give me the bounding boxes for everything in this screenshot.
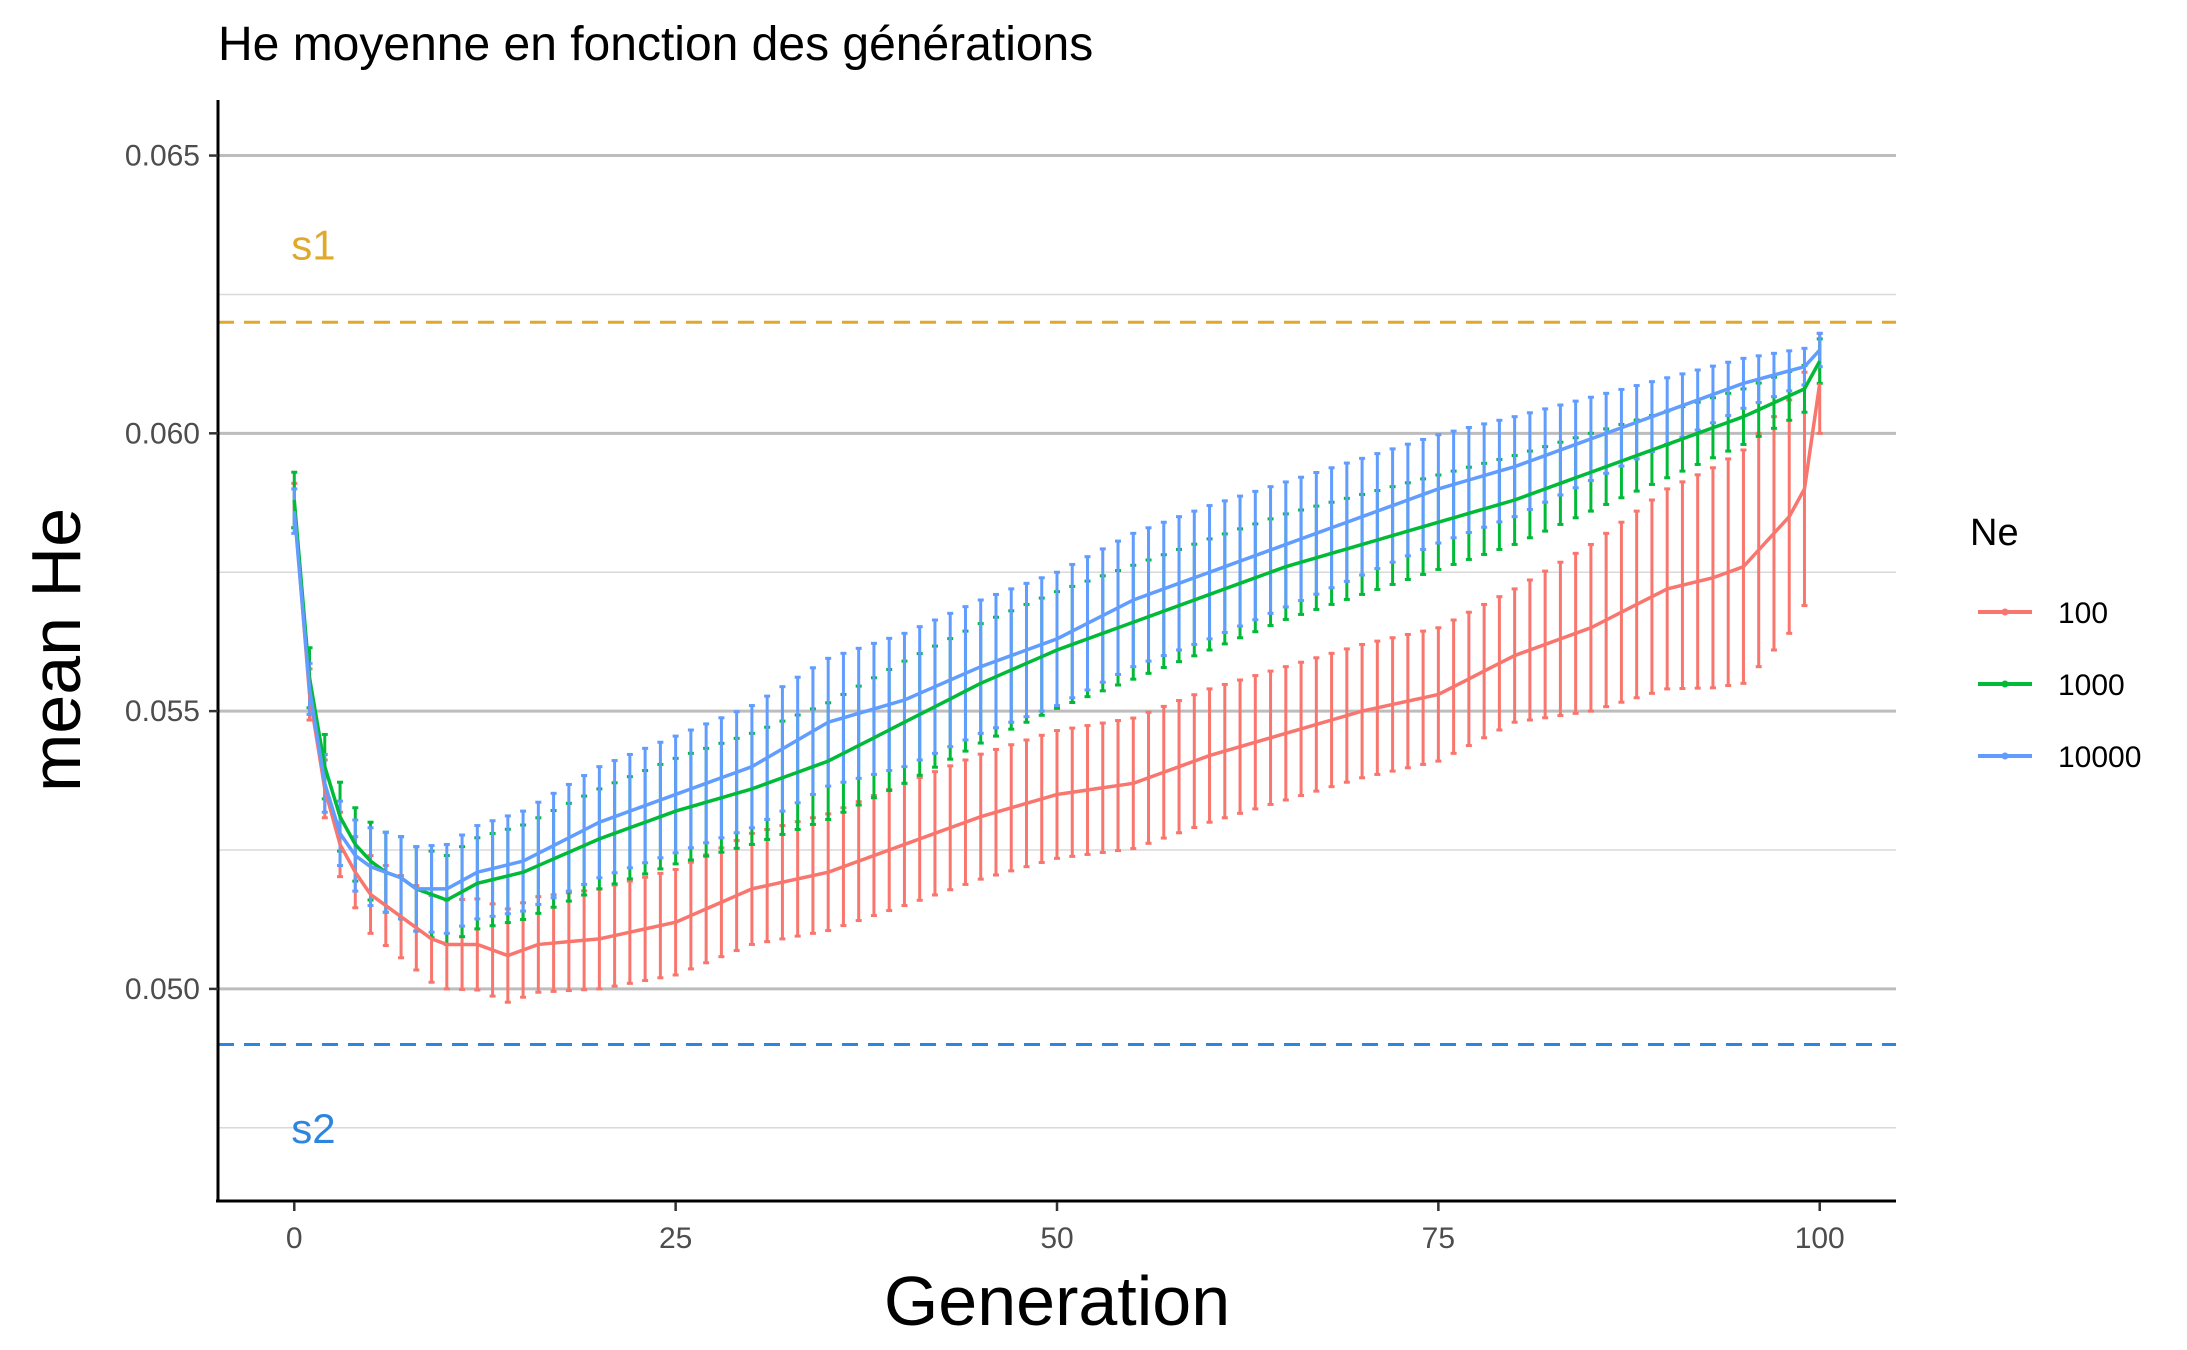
- legend-point-1000: [2001, 680, 2009, 688]
- legend-label-100: 100: [2058, 597, 2108, 630]
- x-axis-title: Generation: [884, 1262, 1230, 1340]
- legend-title: Ne: [1970, 512, 2019, 554]
- x-tick-label: 25: [659, 1222, 692, 1255]
- reference-label-s1: s1: [291, 221, 335, 268]
- reference-label-s2: s2: [291, 1105, 335, 1152]
- legend-label-10000: 10000: [2058, 741, 2141, 774]
- y-axis-title: mean He: [17, 508, 95, 792]
- x-ticks: 0 25 50 75 100: [286, 1202, 1845, 1255]
- series-lines: [292, 348, 1822, 958]
- x-tick-label: 75: [1422, 1222, 1455, 1255]
- reference-lines: s1 s2: [218, 221, 1896, 1152]
- x-tick-label: 100: [1795, 1222, 1845, 1255]
- chart-title: He moyenne en fonction des générations: [218, 18, 1093, 71]
- axes: [216, 100, 1896, 1203]
- series-line-100: [292, 383, 1822, 958]
- legend: Ne 100 1000 10000: [1970, 512, 2141, 774]
- y-ticks: 0.050 0.055 0.060 0.065: [125, 140, 218, 1006]
- series-line-1000: [292, 360, 1822, 902]
- x-tick-label: 0: [286, 1222, 303, 1255]
- series-line-10000: [292, 348, 1822, 891]
- legend-label-1000: 1000: [2058, 669, 2125, 702]
- legend-point-100: [2001, 608, 2009, 616]
- y-tick-label: 0.050: [125, 973, 200, 1006]
- y-tick-label: 0.055: [125, 695, 200, 728]
- y-tick-label: 0.065: [125, 140, 200, 173]
- x-tick-label: 50: [1040, 1222, 1073, 1255]
- legend-point-10000: [2001, 752, 2009, 760]
- major-gridlines: [218, 154, 1896, 991]
- y-tick-label: 0.060: [125, 417, 200, 450]
